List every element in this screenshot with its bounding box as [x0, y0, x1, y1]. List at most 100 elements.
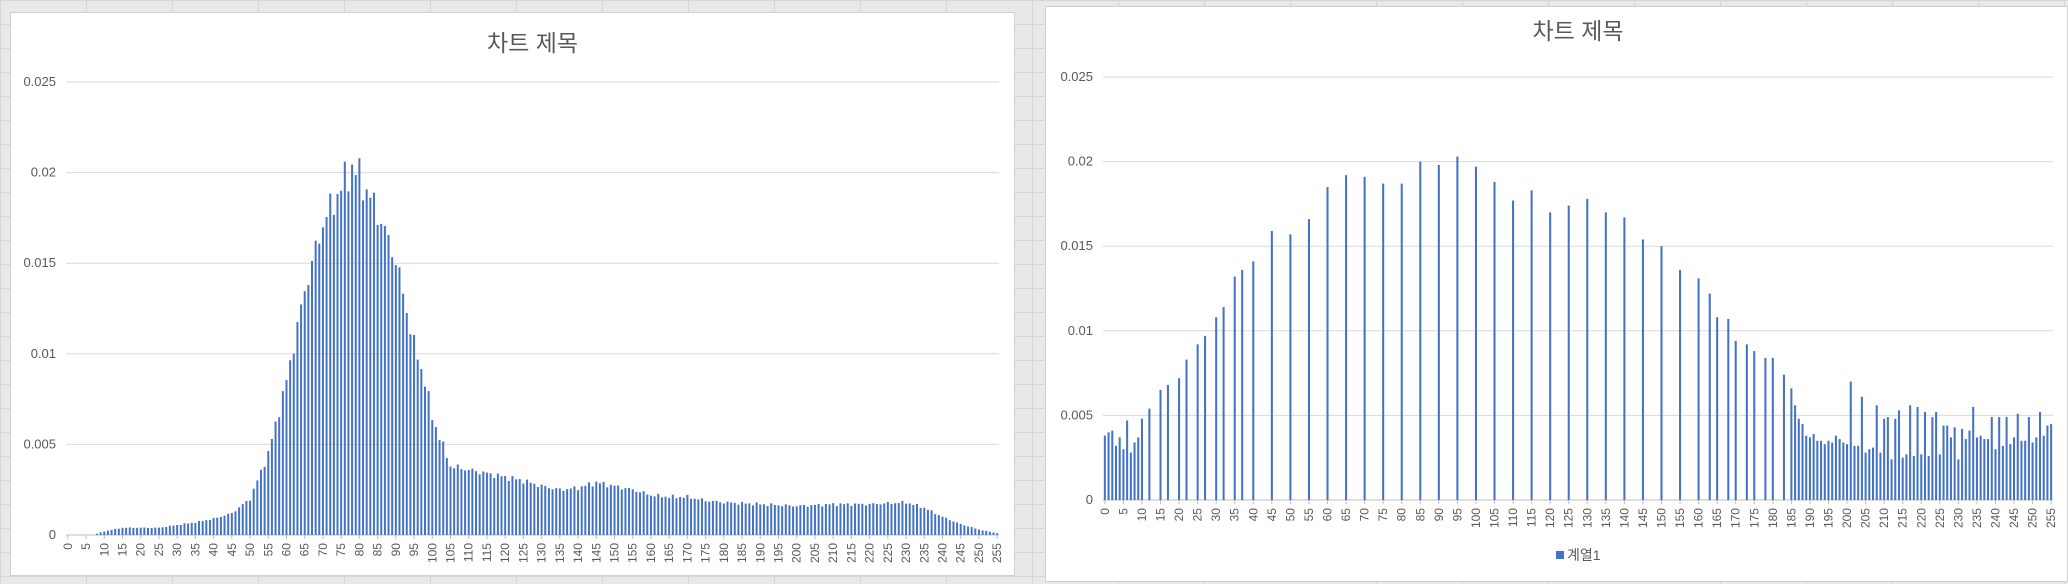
x-tick-label: 85 [371, 543, 385, 557]
bar [1604, 212, 1607, 501]
bar [526, 479, 529, 535]
bar [1419, 161, 1422, 500]
bar [245, 500, 248, 535]
bar [121, 527, 124, 535]
y-tick-label: 0.02 [31, 165, 56, 180]
bar [686, 494, 689, 535]
bar [493, 477, 496, 535]
bar [595, 481, 598, 535]
bar [609, 484, 612, 535]
bar [329, 193, 332, 535]
bar [1753, 351, 1756, 500]
bar [580, 486, 583, 535]
bar [948, 520, 951, 535]
bar [854, 503, 857, 535]
y-tick-label: 0.005 [1060, 407, 1093, 422]
bar [522, 483, 525, 535]
x-tick-label: 195 [772, 543, 786, 563]
x-tick-label: 235 [1970, 508, 1984, 528]
bar [730, 502, 733, 535]
bar [1794, 405, 1797, 500]
bar [602, 481, 605, 535]
bar [781, 506, 784, 535]
bar [839, 503, 842, 535]
bar [1567, 205, 1570, 500]
x-tick-label: 0 [1098, 508, 1112, 515]
bar [1103, 435, 1106, 500]
chart-title: 차트 제목 [487, 30, 578, 56]
x-tick-label: 155 [626, 543, 640, 563]
bar [157, 527, 160, 535]
bar [617, 485, 620, 535]
bar [311, 261, 313, 535]
bar [496, 473, 499, 535]
bar [230, 513, 233, 535]
bar [1983, 439, 1986, 500]
bar [274, 421, 277, 535]
x-tick-label: 35 [1228, 508, 1242, 522]
bar [883, 503, 886, 535]
x-tick-label: 195 [1821, 508, 1835, 528]
bar [751, 505, 754, 535]
bar [1805, 435, 1808, 500]
bar [708, 501, 711, 535]
bar [103, 531, 106, 535]
bar [1868, 449, 1871, 500]
chart-panel-left[interactable]: 차트 제목 0 0.005 0.01 0.015 0.02 0.025 0 5 10 15 20 25 3… [10, 12, 1015, 576]
bar [1842, 442, 1845, 500]
bar [1512, 200, 1515, 500]
bar [442, 441, 445, 535]
bar [1968, 430, 1971, 500]
bar [784, 504, 787, 535]
bar [369, 197, 372, 535]
y-tick-label: 0 [1086, 492, 1093, 507]
bar [2042, 435, 2045, 500]
bar [1679, 269, 1682, 500]
bar [1118, 437, 1121, 500]
bar [657, 493, 660, 535]
x-tick-label: 100 [1469, 508, 1483, 528]
bar [1920, 454, 1923, 500]
bar [1782, 374, 1785, 500]
bar [737, 504, 740, 535]
x-tick-label: 110 [1506, 508, 1520, 527]
bar [1872, 447, 1875, 500]
bar [908, 503, 911, 535]
bar [536, 487, 539, 535]
bar [799, 505, 802, 535]
bar [423, 386, 426, 535]
bar [1140, 418, 1143, 500]
bar [168, 525, 171, 535]
bar [281, 391, 284, 535]
bar [697, 499, 700, 535]
bar [259, 469, 262, 535]
x-tick-label: 250 [2026, 508, 2040, 528]
bar [1823, 444, 1826, 500]
bar [1953, 427, 1956, 500]
x-tick-label: 130 [535, 543, 549, 563]
bar [2027, 417, 2030, 500]
x-tick-label: 255 [990, 543, 1004, 563]
bar [967, 526, 970, 535]
bar [1831, 442, 1834, 500]
bar [1456, 156, 1459, 500]
bar [1942, 425, 1945, 500]
bar [1623, 217, 1626, 500]
bar [1964, 439, 1967, 500]
bar [376, 225, 379, 535]
chart-panel-right[interactable]: 차트 제목 0 0.005 0.01 0.015 0.02 0.025 0 5 10 15 20 25 3… [1045, 6, 2068, 582]
x-tick-label: 170 [680, 543, 694, 563]
bar [434, 426, 437, 535]
bar [143, 527, 146, 535]
bar [795, 506, 798, 535]
x-tick-label: 5 [1116, 508, 1130, 515]
x-tick-label: 125 [1562, 508, 1576, 528]
bar [1745, 344, 1748, 500]
bar [354, 175, 357, 535]
bar [1345, 175, 1348, 500]
x-tick-label: 165 [1710, 508, 1724, 528]
bar [1901, 457, 1904, 500]
x-tick-label: 25 [152, 543, 166, 557]
x-tick-label: 120 [498, 543, 512, 563]
bar [464, 470, 467, 535]
